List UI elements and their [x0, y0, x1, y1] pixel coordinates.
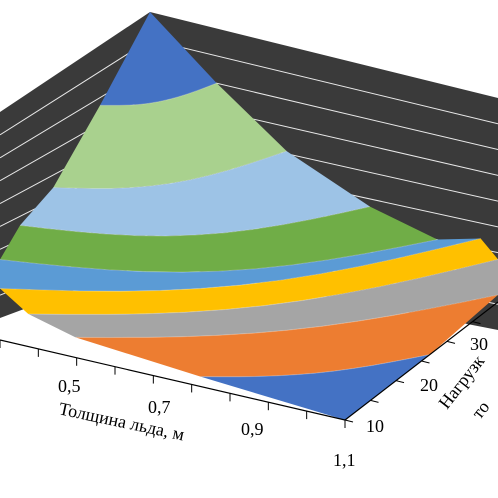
- surface-band: [75, 294, 498, 377]
- y-tick: [370, 399, 379, 403]
- mesh-line: [19, 206, 371, 237]
- surface-band: [28, 259, 498, 338]
- y-tick: [395, 380, 405, 384]
- mesh-line: [0, 239, 438, 273]
- mesh-line: [28, 258, 498, 315]
- x-tick-label: 0,7: [148, 397, 171, 417]
- x-axis-line: [0, 339, 346, 421]
- surface-band: [100, 12, 217, 106]
- mesh-line: [99, 82, 217, 106]
- surface-bands: [0, 12, 498, 420]
- surface-band: [200, 354, 430, 420]
- x-tick-label: 0,5: [58, 376, 81, 396]
- x-tick-label: 0,9: [241, 419, 264, 439]
- y-tick: [472, 321, 481, 325]
- y-tick: [421, 360, 430, 364]
- y-tick-label: 20: [420, 375, 438, 395]
- mesh-line: [200, 353, 431, 378]
- y-tick: [344, 419, 354, 423]
- surface-band: [0, 238, 498, 315]
- y-tick: [446, 340, 456, 344]
- y-axis-label-line2: то: [467, 397, 493, 422]
- surface-band: [0, 206, 438, 273]
- mesh-line: [0, 237, 481, 292]
- mesh-line: [75, 294, 498, 338]
- x-tick-label: 1,1: [333, 450, 356, 470]
- y-tick-label: 30: [470, 334, 488, 354]
- surface-band: [53, 83, 287, 189]
- surface-mesh: [0, 82, 498, 378]
- mesh-line: [53, 150, 287, 190]
- y-tick-label: 10: [366, 416, 384, 436]
- surface-band: [0, 238, 481, 292]
- surface-band: [20, 151, 370, 236]
